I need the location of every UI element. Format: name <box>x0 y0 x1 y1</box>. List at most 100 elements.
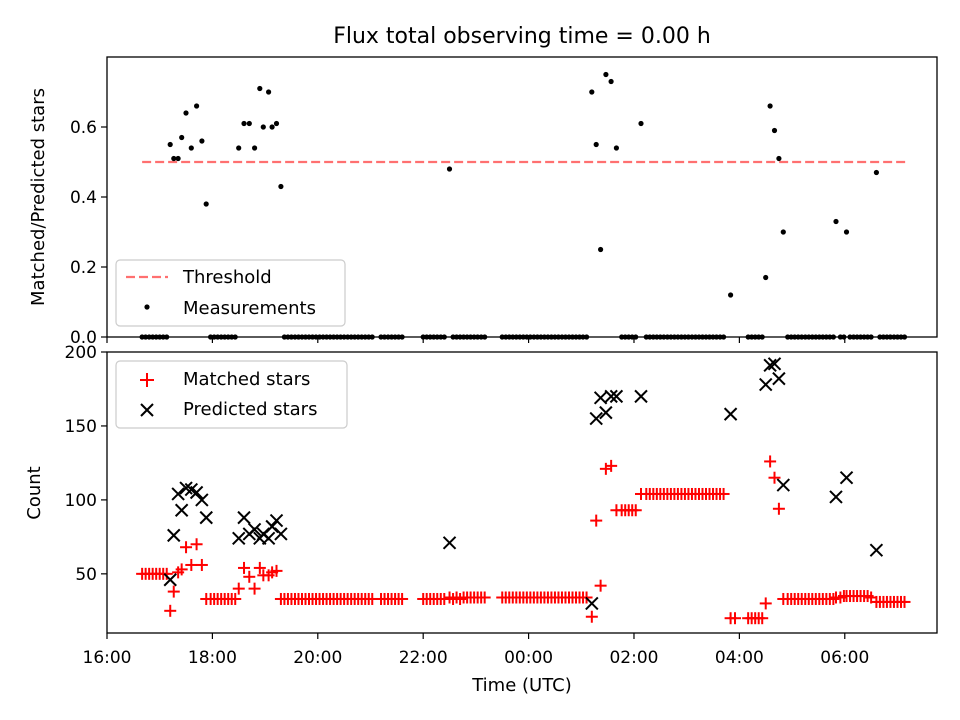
measurement-point <box>771 127 778 134</box>
predicted-star-point <box>776 478 791 492</box>
top-legend-box <box>115 259 346 327</box>
bottom-panel: 50 100 150 200 16:00 18:00 20:00 22:00 00:00 02:… <box>24 343 938 696</box>
matched-star-point <box>478 591 491 604</box>
predicted-star-point <box>593 391 608 405</box>
x-tick-label: 18:00 <box>188 648 237 668</box>
matched-star-point <box>728 612 741 625</box>
predicted-star-point <box>869 543 884 557</box>
chart-title: Flux total observing time = 0.00 h <box>333 24 711 49</box>
measurement-point <box>194 103 200 109</box>
bottom-legend: Matched stars Predicted stars <box>115 360 348 429</box>
matched-star-point <box>253 561 266 574</box>
measurement-point <box>241 120 247 127</box>
measurement-point <box>613 145 620 151</box>
x-axis-label: Time (UTC) <box>471 675 572 696</box>
measurement-point <box>266 89 272 95</box>
top-y-ticks: 0.0 0.2 0.4 0.6 <box>70 118 107 348</box>
y-tick-label: 200 <box>65 343 97 363</box>
measurement-point <box>252 145 258 151</box>
predicted-star-point <box>723 407 738 421</box>
predicted-star-point <box>759 377 773 392</box>
matched-star-point <box>599 462 612 475</box>
measurement-point <box>236 145 242 151</box>
measurement-point <box>175 155 181 162</box>
matched-legend-label: Matched stars <box>183 369 310 390</box>
x-tick-label: 00:00 <box>504 648 553 668</box>
matched-star-point <box>270 564 283 577</box>
predicted-star-point <box>247 522 262 537</box>
predicted-star-point <box>274 527 288 541</box>
measurement-point <box>780 229 786 235</box>
matched-star-point <box>772 502 785 515</box>
measurement-point <box>763 274 769 281</box>
predicted-star-point <box>763 358 777 373</box>
measurement-point <box>203 201 209 207</box>
matched-star-point <box>175 563 188 576</box>
y-tick-label: 50 <box>75 565 97 585</box>
matched-star-point <box>238 561 251 574</box>
matched-star-point <box>629 504 642 517</box>
predicted-star-point <box>232 531 246 546</box>
matched-star-point <box>248 582 261 595</box>
measurement-point <box>598 246 604 253</box>
bottom-legend-box <box>115 360 348 429</box>
x-tick-label: 20:00 <box>293 648 342 668</box>
x-tick-label: 02:00 <box>609 648 658 668</box>
measurement-point <box>603 71 609 78</box>
measurement-point <box>199 138 205 144</box>
matched-star-point <box>164 604 177 617</box>
matched-star-point <box>594 579 607 592</box>
y-tick-label: 100 <box>65 491 97 511</box>
matched-star-point <box>195 558 208 571</box>
matched-star-point <box>229 592 242 605</box>
measurement-point <box>188 145 194 151</box>
matched-star-point <box>756 612 769 625</box>
measurement-point <box>446 166 453 172</box>
measurement-point <box>843 229 850 235</box>
measurement-point <box>873 169 880 176</box>
bottom-y-ticks: 50 100 150 200 <box>65 343 107 585</box>
measurement-point <box>260 124 266 130</box>
measurement-point <box>183 110 189 116</box>
measurement-point <box>776 155 782 162</box>
bottom-y-axis-label: Count <box>24 466 45 519</box>
top-panel: Flux total observing time = 0.00 h 0.0 0.… <box>28 24 938 348</box>
predicted-star-point <box>604 389 618 404</box>
measurement-point <box>833 218 839 225</box>
predicted-star-point <box>171 487 185 501</box>
predicted-star-point <box>189 485 204 500</box>
measurements-legend-swatch <box>144 304 150 310</box>
measurement-point <box>728 292 734 298</box>
top-legend: Threshold Measurements <box>115 259 346 327</box>
predicted-star-point <box>163 573 177 587</box>
measurement-point <box>278 183 284 190</box>
y-tick-label: 0.2 <box>70 258 97 278</box>
predicted-star-point <box>237 510 251 525</box>
matched-star-point <box>759 597 772 610</box>
measurement-point <box>179 134 185 141</box>
measurement-point <box>767 103 773 109</box>
predicted-star-point <box>609 389 624 404</box>
measurement-point <box>246 120 252 127</box>
measurement-point <box>167 141 173 148</box>
measurement-point <box>273 120 280 127</box>
predicted-star-point <box>174 503 189 517</box>
matched-star-point <box>717 487 730 500</box>
measurement-point <box>608 78 614 85</box>
predicted-star-point <box>839 471 854 485</box>
predicted-star-point <box>195 493 209 507</box>
predicted-star-point <box>199 510 213 525</box>
measurement-point <box>593 141 599 148</box>
top-x-ticks <box>106 337 846 343</box>
predicted-star-point <box>269 513 284 528</box>
bottom-marks <box>136 357 911 625</box>
predicted-legend-label: Predicted stars <box>183 399 317 420</box>
measurement-point <box>638 120 644 127</box>
measurement-point <box>269 124 275 130</box>
matched-star-point <box>898 595 911 608</box>
y-tick-label: 0.0 <box>70 328 97 348</box>
predicted-star-point <box>442 536 457 550</box>
matched-star-point <box>590 514 603 527</box>
matched-star-point <box>185 558 198 571</box>
